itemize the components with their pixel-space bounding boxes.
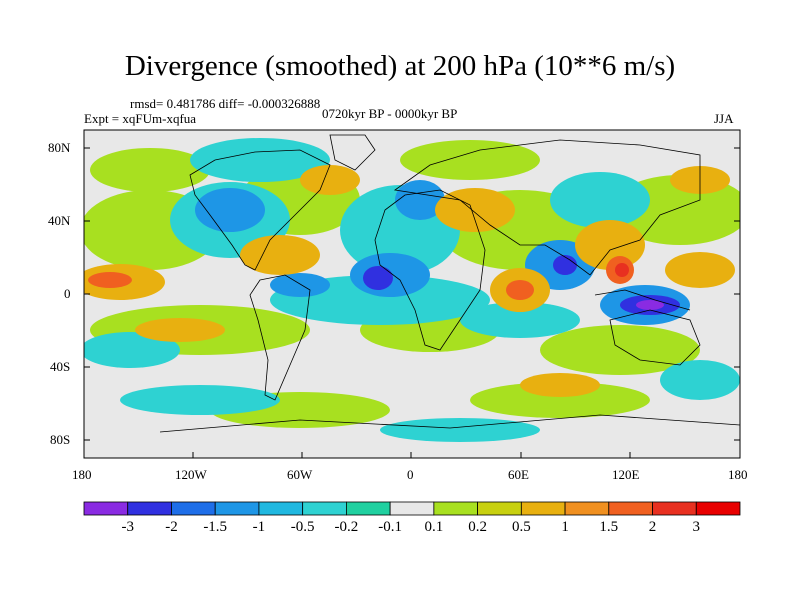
colorbar-swatch [389,501,435,516]
colorbar-label: -0.2 [334,519,359,535]
period-label: 0720kyr BP - 0000kyr BP [322,106,458,121]
stats-text: rmsd= 0.481786 diff= -0.000326888 [130,96,321,111]
lat-label-40s: 40S [50,359,71,374]
lon-label-180w: 180 [72,467,92,482]
map-title: Divergence (smoothed) at 200 hPa (10**6 … [124,50,676,82]
colorbar-swatch [477,501,522,516]
colorbar-swatch [171,501,216,516]
lon-label-60e: 60E [508,467,529,482]
colorbar-label: 0.2 [468,519,487,535]
experiment-label: Expt = xqFUm-xqfua [84,111,197,126]
colorbar-label: 1 [561,519,569,535]
colorbar-label: 0.1 [424,519,444,535]
lon-label-60w: 60W [287,467,313,482]
colorbar-label: -0.5 [290,519,315,535]
colorbar-label: -0.1 [378,519,402,535]
colorbar-label: 2 [648,519,657,535]
lat-label-80n: 80N [48,140,71,155]
colorbar-swatch [564,501,610,516]
colorbar-label: 1.5 [599,519,619,535]
lat-label-80s: 80S [50,432,71,447]
lat-label-40n: 40N [48,213,71,228]
lon-label-180e: 180 [728,467,748,482]
season-label: JJA [714,111,734,126]
colorbar-swatch [127,501,172,516]
colorbar-label: 3 [692,519,701,535]
colorbar-swatch [652,501,697,516]
coastlines [159,134,740,433]
colorbar-label: -1 [252,519,266,535]
colorbar-label: -2 [165,519,178,535]
colorbar [83,501,741,516]
lat-ticks [84,147,740,441]
lon-label-0: 0 [407,467,414,482]
colorbar-swatch [695,501,741,516]
lat-label-0: 0 [64,286,71,301]
colorbar-swatch [608,501,653,516]
lon-label-120e: 120E [612,467,640,482]
colorbar-swatch [258,501,304,516]
colorbar-swatch [345,501,391,516]
colorbar-swatch [433,501,479,516]
lon-ticks [83,452,741,458]
colorbar-label: -3 [121,519,134,535]
colorbar-label: 0.5 [511,519,531,535]
colorbar-swatch [83,501,129,516]
lon-label-120w: 120W [175,467,207,482]
divergence-field [84,138,740,442]
colorbar-swatch [302,501,347,516]
colorbar-swatch [214,501,260,516]
colorbar-label: -1.5 [203,519,228,535]
colorbar-swatch [520,501,566,516]
